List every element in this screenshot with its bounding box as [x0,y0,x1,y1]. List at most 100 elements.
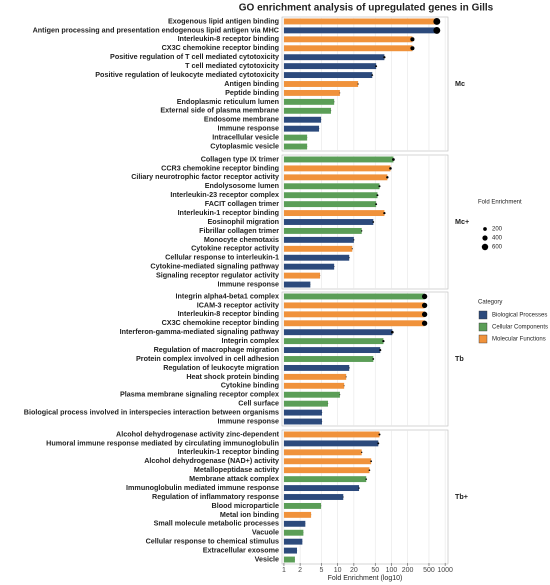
size-dot [327,403,329,405]
category-label: Antigen processing and presentation endo… [33,25,279,34]
size-dot [383,56,386,59]
size-dot [372,358,375,360]
bar [283,18,437,25]
size-dot [365,478,368,480]
bar [283,125,320,132]
category-label: Monocyte chemotaxis [204,235,279,244]
bar [283,210,385,217]
bar [283,236,354,243]
category-label: Positive regulation of leukocyte mediate… [95,70,279,79]
category-label: Interferon-gamma-mediated signaling path… [120,327,279,336]
bar [283,529,304,536]
category-label: Immune response [217,124,279,133]
x-tick-label: 200 [402,567,414,574]
size-dot [375,65,378,68]
size-dot [330,110,332,112]
size-dot [390,330,394,334]
bar [283,36,413,43]
category-label: Regulation of inflammatory response [152,492,279,501]
legend-label: Molecular Functions [492,337,546,343]
x-axis-label: Fold Enrichment (log10) [328,575,403,582]
category-label: Endoplasmic reticulum lumen [177,97,279,106]
bar [283,219,374,225]
size-dot [386,176,389,179]
category-label: Integrin complex [221,336,279,345]
size-dot [361,451,363,454]
size-dot [368,469,371,472]
size-dot [378,433,381,436]
bar [283,156,394,163]
bar [283,254,350,261]
category-label: Cell surface [238,399,279,408]
category-label: Interleukin-1 receptor binding [178,447,279,456]
bar [283,201,377,208]
size-dot [376,194,379,197]
size-dot [345,376,347,378]
category-label: Extracellular exosome [203,546,279,555]
bar [283,63,377,70]
size-dot [378,185,381,188]
bar [283,476,367,483]
bar [283,511,312,518]
category-label: Ciliary neurotrophic factor receptor act… [131,172,279,181]
size-legend-title: Fold Enrichment [478,200,522,206]
bar [283,538,303,545]
size-dot [379,349,382,352]
category-label: Integrin alpha4-beta1 complex [176,291,279,300]
size-legend-label: 400 [492,236,503,242]
size-dot [410,46,415,51]
legend-swatch [478,310,488,320]
bar [283,520,306,527]
category-label: Regulation of leukocyte migration [163,363,279,372]
bar [283,391,340,398]
category-label: External side of plasma membrane [160,106,279,115]
size-dot [392,158,395,161]
x-tick-label: 1 [282,567,286,574]
size-dot [357,83,359,85]
size-dot [370,460,373,463]
category-label: Metal ion binding [220,510,279,519]
size-legend-dot [482,235,488,241]
category-label: Cytokine binding [221,381,279,390]
panel-label: Mc+ [455,217,469,226]
category-label: Membrane attack complex [189,474,279,483]
bar [283,183,380,190]
category-label: Cytoplasmic vesicle [210,141,279,150]
category-label: Antigen binding [224,79,279,88]
size-dot [353,239,355,241]
category-label: ICAM-3 receptor activity [197,300,279,309]
size-legend-dot [481,243,489,251]
size-dot [433,18,441,25]
size-dot [321,421,323,422]
bar [283,338,384,345]
bar [283,364,350,371]
bar [283,547,298,554]
bar [283,45,413,52]
legend-title: Category [478,300,502,306]
bar [283,165,391,172]
x-tick-label: 100 [386,567,398,574]
size-dot [375,203,378,206]
size-dot [321,412,323,413]
bar [283,400,328,407]
category-label: CX3C chemokine receptor binding [162,43,279,52]
category-label: Plasma membrane signaling receptor compl… [120,390,279,399]
category-label: Heat shock protein binding [186,372,279,381]
category-label: T cell mediated cytotoxicity [185,61,279,70]
bar [283,27,437,34]
bar [283,347,381,354]
category-label: Intracellular vesicle [212,133,279,142]
x-tick-label: 2 [298,567,302,574]
bar [283,227,362,234]
bar [283,116,322,123]
category-label: Alcohol dehydrogenase (NAD+) activity [144,456,279,465]
bar [283,81,359,87]
category-label: Immune response [217,279,279,288]
size-dot [333,266,335,268]
bar [283,143,308,150]
x-tick-label: 20 [350,567,358,574]
bar [283,382,345,389]
size-dot [433,26,441,34]
x-tick-label: 10 [334,567,342,574]
